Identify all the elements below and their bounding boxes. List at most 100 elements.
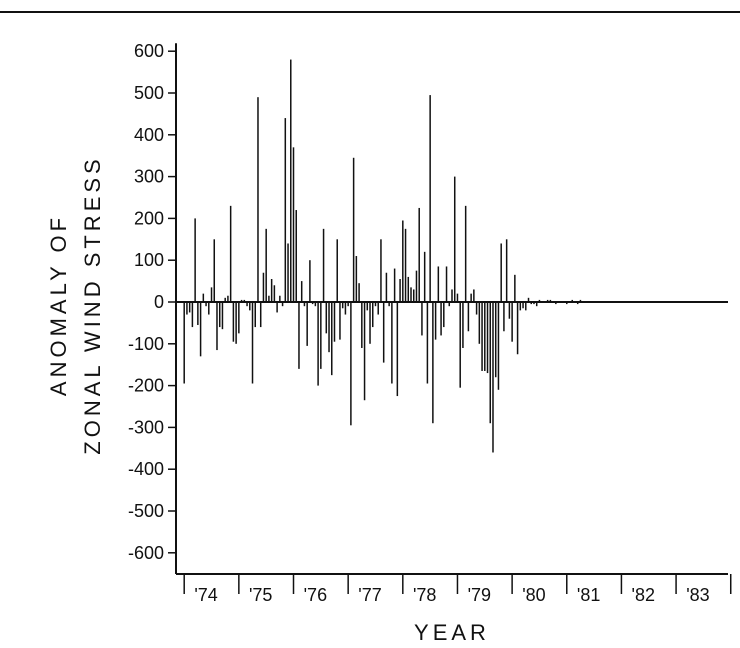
bar — [344, 302, 347, 315]
bar — [530, 302, 532, 305]
bar — [251, 302, 254, 384]
bar — [470, 293, 472, 302]
bar — [213, 239, 216, 302]
y-tick-label: -500 — [128, 501, 164, 521]
bar — [309, 260, 311, 302]
bar — [197, 302, 199, 325]
bar — [385, 272, 388, 302]
bar — [462, 302, 464, 348]
bar — [423, 251, 426, 302]
bar — [432, 302, 434, 424]
bar — [486, 302, 489, 374]
x-tick-label: '80 — [522, 585, 545, 605]
y-tick-label: -600 — [128, 543, 164, 563]
bar — [352, 157, 355, 302]
bar — [229, 205, 232, 302]
y-tick-label: 0 — [154, 292, 164, 312]
bar — [511, 302, 513, 342]
bar — [325, 302, 328, 334]
bar — [497, 302, 500, 390]
bar — [459, 302, 461, 388]
bar — [505, 239, 508, 302]
bar — [205, 302, 207, 307]
bar — [494, 302, 497, 378]
bar — [522, 302, 524, 309]
bar — [355, 256, 358, 302]
bar — [489, 302, 492, 424]
bar — [549, 299, 552, 302]
bar — [238, 302, 240, 334]
y-tick-label: 200 — [134, 208, 164, 228]
bar — [276, 302, 278, 313]
bar — [303, 302, 306, 307]
bar — [311, 302, 314, 305]
bar — [298, 302, 300, 369]
bar — [448, 302, 451, 307]
bar — [317, 302, 319, 386]
bar — [396, 302, 399, 397]
bar — [538, 299, 541, 302]
x-tick-label: '81 — [577, 585, 600, 605]
bar — [535, 302, 538, 307]
x-tick-label: '82 — [632, 585, 655, 605]
bar — [194, 218, 196, 302]
y-axis-title-line1: ANOMALY OF — [46, 214, 71, 396]
y-axis: 600 500 400 300 200 100 0 -100 -200 -300 -400 -500 -… — [128, 41, 177, 574]
bar — [246, 302, 248, 307]
bar — [361, 302, 363, 348]
bar — [202, 293, 205, 302]
y-tick-label: 500 — [134, 83, 164, 103]
bar — [347, 302, 349, 307]
bar — [525, 302, 527, 311]
bar — [516, 302, 519, 355]
bar — [402, 220, 404, 302]
bar — [339, 302, 341, 340]
bar — [374, 302, 377, 307]
bar — [443, 302, 445, 328]
bar — [227, 295, 229, 302]
bar — [221, 302, 224, 330]
bar — [358, 283, 360, 302]
bar — [306, 302, 308, 346]
y-tick-label: 400 — [134, 125, 164, 145]
bar — [514, 274, 516, 302]
bar — [262, 272, 265, 302]
bar — [456, 293, 459, 302]
x-axis-title: YEAR — [414, 620, 490, 645]
bar — [218, 302, 221, 328]
bar — [571, 299, 573, 302]
bar — [350, 302, 352, 426]
bar — [475, 302, 478, 315]
bar — [208, 302, 210, 315]
bar — [366, 302, 369, 311]
bar — [399, 279, 401, 302]
bar — [314, 302, 317, 307]
bar — [484, 302, 486, 371]
bar — [268, 295, 270, 302]
bar — [566, 302, 568, 305]
bar — [519, 302, 522, 311]
bar — [415, 270, 418, 302]
x-tick-label: '74 — [194, 585, 217, 605]
bar — [279, 295, 281, 302]
bar — [328, 302, 330, 353]
y-tick-label: 300 — [134, 167, 164, 187]
bar — [377, 302, 379, 315]
bar — [412, 289, 415, 302]
bar — [243, 299, 246, 302]
bar — [341, 302, 344, 309]
bar — [331, 302, 333, 376]
bar — [478, 302, 481, 344]
bar — [265, 228, 267, 302]
bar — [281, 302, 284, 307]
bar — [287, 243, 289, 302]
bar — [224, 297, 226, 302]
bar — [273, 285, 276, 302]
bar — [492, 302, 494, 453]
bar — [333, 302, 336, 342]
bar — [426, 302, 429, 384]
bar — [451, 289, 453, 302]
bar — [183, 302, 185, 384]
x-axis: '74 '75 '76 '77 '78 '79 '80 '81 '82 '83 — [176, 573, 732, 605]
